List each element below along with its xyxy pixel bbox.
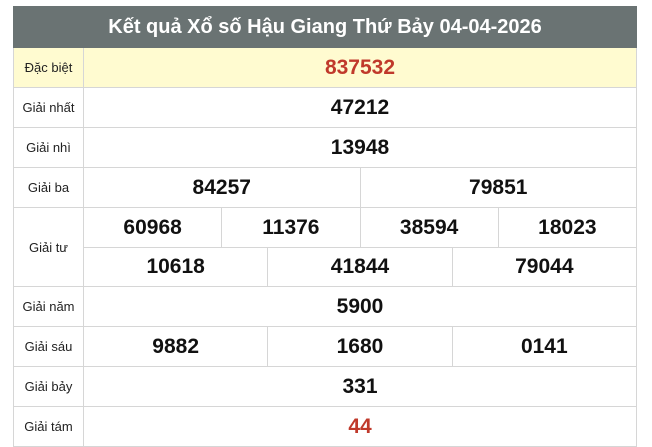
prize-row-first: Giải nhất 47212: [13, 88, 637, 128]
prize-label: Giải sáu: [14, 327, 84, 366]
prize-row-second: Giải nhì 13948: [13, 128, 637, 168]
prize-number: 18023: [497, 208, 636, 247]
prize-row-fourth: Giải tư 60968 11376 38594 18023 10618 41844 790…: [13, 208, 637, 287]
prize-row-special: Đặc biệt 837532: [13, 48, 637, 88]
prize-number: 60968: [123, 215, 182, 239]
prize-row-eighth: Giải tám 44: [13, 407, 637, 447]
prize-label: Đặc biệt: [14, 48, 84, 87]
prize-label: Giải nhất: [14, 88, 84, 127]
prize-label: Giải năm: [14, 287, 84, 326]
results-table: Kết quả Xổ số Hậu Giang Thứ Bảy 04-04-20…: [13, 6, 637, 447]
prize-number: 84257: [192, 175, 251, 199]
prize-label: Giải tám: [14, 407, 84, 446]
prize-label: Giải tư: [14, 208, 84, 286]
prize-number: 41844: [267, 248, 451, 286]
prize-number: 9882: [152, 334, 200, 358]
prize-number: 79044: [451, 248, 636, 286]
prize-number: 331: [342, 374, 378, 398]
prize-number: 1680: [267, 327, 451, 366]
prize-number: 79851: [359, 168, 637, 207]
prize-number: 44: [348, 414, 372, 438]
prize-number: 10618: [146, 255, 205, 278]
prize-number: 11376: [221, 208, 359, 247]
prize-row-sixth: Giải sáu 9882 1680 0141: [13, 327, 637, 367]
prize-label: Giải bảy: [14, 367, 84, 406]
prize-row-third: Giải ba 84257 79851: [13, 168, 637, 208]
prize-number: 38594: [359, 208, 498, 247]
prize-row-fifth: Giải năm 5900: [13, 287, 637, 327]
prize-label: Giải nhì: [14, 128, 84, 167]
prize-number: 13948: [330, 135, 390, 159]
prize-number: 837532: [324, 55, 396, 79]
prize-number: 47212: [330, 95, 390, 119]
prize-row-seventh: Giải bảy 331: [13, 367, 637, 407]
prize-number: 5900: [336, 294, 384, 318]
table-title: Kết quả Xổ số Hậu Giang Thứ Bảy 04-04-20…: [13, 6, 637, 48]
prize-label: Giải ba: [14, 168, 84, 207]
prize-number: 0141: [451, 327, 636, 366]
